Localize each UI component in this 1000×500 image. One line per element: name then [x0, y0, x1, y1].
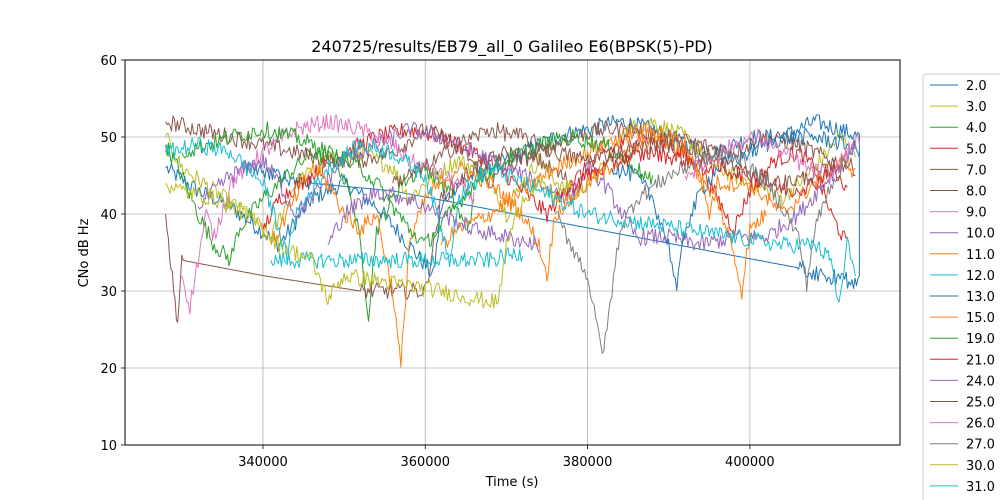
- x-tick-label: 380000: [563, 455, 613, 470]
- series-line-8.0: [165, 145, 572, 323]
- y-axis-label: CNo dB Hz: [77, 218, 92, 287]
- legend-label: 27.0: [966, 438, 995, 453]
- series-line-30.0: [165, 174, 572, 309]
- series-line-24.0: [327, 186, 540, 253]
- series-line-26.0: [684, 128, 860, 184]
- legend-label: 25.0: [966, 396, 995, 411]
- legend-label: 13.0: [966, 290, 995, 305]
- legend-label: 9.0: [966, 206, 987, 221]
- chart-title: 240725/results/EB79_all_0 Galileo E6(BPS…: [311, 37, 713, 57]
- legend-label: 30.0: [966, 459, 995, 474]
- y-tick-label: 40: [100, 208, 117, 223]
- y-tick-label: 50: [100, 131, 117, 146]
- series-line-13.0: [611, 128, 860, 291]
- x-tick-label: 340000: [238, 455, 288, 470]
- y-tick-label: 60: [100, 54, 117, 69]
- legend-label: 5.0: [966, 142, 987, 157]
- legend-label: 21.0: [966, 353, 995, 368]
- legend-label: 10.0: [966, 227, 995, 242]
- series-lines: [165, 113, 860, 368]
- legend-label: 11.0: [966, 248, 995, 263]
- series-line-10.0: [197, 122, 856, 251]
- x-axis-label: Time (s): [485, 475, 539, 490]
- series-line-27.0: [554, 147, 848, 354]
- legend-label: 3.0: [966, 100, 987, 115]
- legend-label: 15.0: [966, 311, 995, 326]
- x-axis: 340000 360000 380000 400000: [238, 445, 775, 470]
- legend-label: 4.0: [966, 121, 987, 136]
- grid-lines: [125, 59, 900, 446]
- legend-label: 19.0: [966, 332, 995, 347]
- plot-frame: [124, 59, 901, 446]
- legend-label: 31.0: [966, 480, 995, 495]
- series-line-2.0: [165, 114, 860, 290]
- series-line-12.0: [270, 247, 524, 270]
- plot-area: [165, 113, 860, 368]
- legend-label: 2.0: [966, 79, 987, 94]
- series-line-31.0: [165, 136, 856, 303]
- x-tick-label: 400000: [725, 455, 775, 470]
- series-line-15.0: [441, 122, 767, 300]
- legend: 2.0 3.0 4.0 5.0 7.0 8.0 9.0 10.0 11.0 12.0 13.0 15.…: [922, 73, 1000, 500]
- legend-label: 26.0: [966, 417, 995, 432]
- y-tick-label: 20: [100, 362, 117, 377]
- legend-box: [922, 73, 1000, 500]
- series-line-19.0: [181, 121, 653, 247]
- legend-label: 24.0: [966, 374, 995, 389]
- legend-label: 7.0: [966, 163, 987, 178]
- y-tick-label: 30: [100, 285, 117, 300]
- legend-label: 12.0: [966, 269, 995, 284]
- x-tick-label: 360000: [400, 455, 450, 470]
- series-line-11.0: [270, 129, 856, 368]
- y-axis: 10 20 30 40 50 60: [100, 54, 125, 454]
- y-tick-label: 10: [100, 439, 117, 454]
- legend-label: 8.0: [966, 185, 987, 200]
